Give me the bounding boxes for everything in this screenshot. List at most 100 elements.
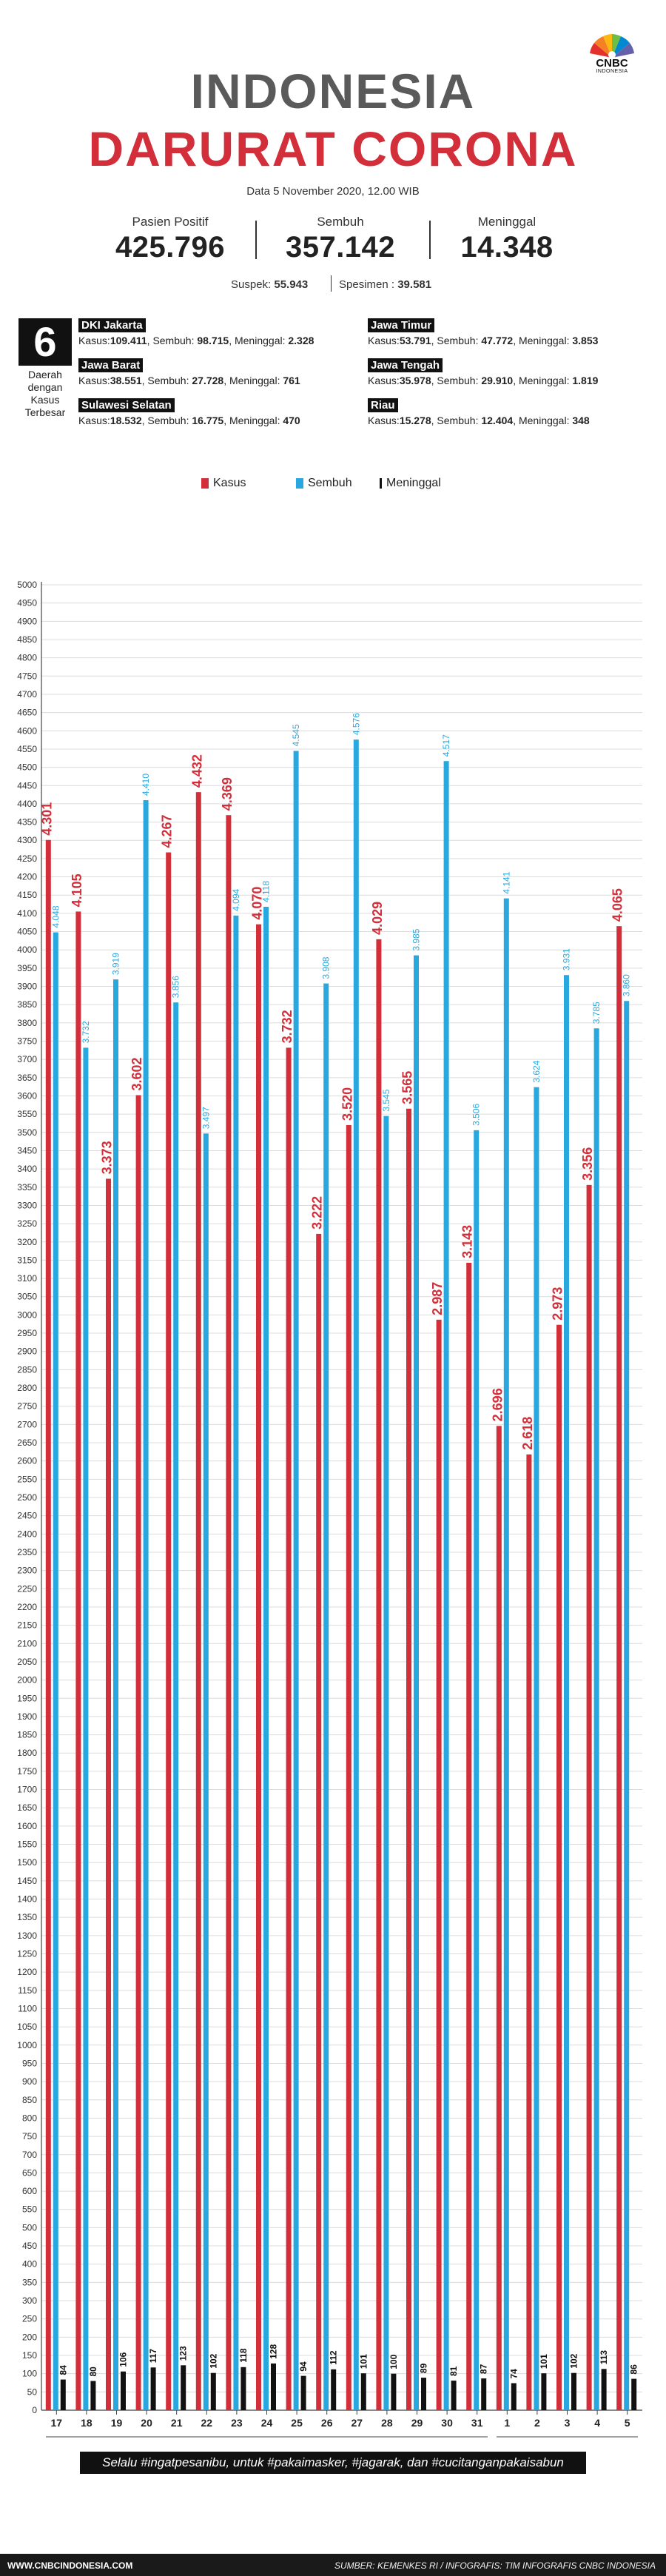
bar-kasus xyxy=(526,1454,532,2410)
region-item: Jawa Tengah Kasus:35.978, Sembuh: 29.910,… xyxy=(368,358,598,386)
brand-name: CNBC xyxy=(596,57,628,70)
y-tick-label: 4050 xyxy=(17,927,37,937)
x-tick-label: 23 xyxy=(231,2417,243,2429)
data-label-sembuh: 3.785 xyxy=(591,1002,602,1024)
y-tick-label: 4000 xyxy=(17,945,37,955)
bar-sembuh xyxy=(534,1087,539,2410)
y-tick-label: 1550 xyxy=(17,1839,37,1850)
y-tick-label: 1700 xyxy=(17,1785,37,1795)
y-tick-label: 1200 xyxy=(17,1967,37,1977)
bar-meninggal xyxy=(181,2365,186,2410)
bar-sembuh xyxy=(323,983,329,2410)
y-tick-label: 2200 xyxy=(17,1602,37,1612)
region-kasus: 38.551 xyxy=(110,375,142,386)
positive-value: 425.796 xyxy=(115,231,226,264)
bar-kasus xyxy=(496,1426,502,2410)
y-tick-label: 1800 xyxy=(17,1748,37,1758)
bar-sembuh xyxy=(293,751,299,2410)
data-label-kasus: 3.356 xyxy=(580,1147,595,1181)
y-tick-label: 50 xyxy=(27,2387,38,2397)
y-tick-label: 400 xyxy=(22,2259,37,2270)
data-label-sembuh: 3.908 xyxy=(321,956,332,979)
bar-sembuh xyxy=(564,975,569,2410)
sembuh-label: Sembuh: xyxy=(437,335,479,346)
suspect-value: 55.943 xyxy=(274,278,309,291)
bar-kasus xyxy=(75,911,81,2410)
bar-meninggal xyxy=(331,2369,337,2410)
y-tick-label: 4150 xyxy=(17,890,37,900)
bar-meninggal xyxy=(631,2378,637,2410)
data-label-meninggal: 123 xyxy=(178,2346,189,2361)
data-label-meninggal: 81 xyxy=(448,2366,459,2376)
bar-meninggal xyxy=(451,2381,457,2410)
y-tick-label: 1750 xyxy=(17,1766,37,1777)
y-tick-label: 1500 xyxy=(17,1857,37,1868)
y-tick-label: 150 xyxy=(22,2350,37,2361)
footer-bar xyxy=(0,2554,666,2576)
y-tick-label: 600 xyxy=(22,2186,37,2196)
x-tick-label: 22 xyxy=(201,2417,213,2429)
y-tick-label: 4900 xyxy=(17,616,37,626)
data-label-sembuh: 4.545 xyxy=(291,724,301,746)
y-tick-label: 5000 xyxy=(17,580,37,590)
region-meninggal: 1.819 xyxy=(572,375,599,386)
bar-kasus xyxy=(556,1324,562,2410)
region-item: Jawa Timur Kasus:53.791, Sembuh: 47.772, … xyxy=(368,318,598,346)
recovered-stat: Sembuh 357.142 xyxy=(266,215,414,264)
bar-sembuh xyxy=(233,915,239,2410)
bar-meninggal xyxy=(421,2378,426,2410)
legend-swatch-meninggal xyxy=(380,477,382,489)
y-tick-label: 1600 xyxy=(17,1821,37,1831)
x-tick-label: 25 xyxy=(291,2417,303,2429)
data-label-sembuh: 3.506 xyxy=(471,1103,482,1125)
data-label-sembuh: 3.732 xyxy=(81,1021,91,1043)
bar-kasus xyxy=(45,839,51,2410)
y-tick-label: 650 xyxy=(22,2167,37,2178)
region-kasus: 109.411 xyxy=(110,335,147,346)
bar-sembuh xyxy=(503,898,509,2410)
y-tick-label: 200 xyxy=(22,2332,37,2342)
data-label-meninggal: 84 xyxy=(58,2365,68,2375)
region-stats: Kasus:18.532, Sembuh: 16.775, Meninggal:… xyxy=(78,415,300,426)
data-label-kasus: 4.432 xyxy=(189,754,204,788)
y-tick-label: 2350 xyxy=(17,1547,37,1557)
data-label-meninggal: 112 xyxy=(329,2350,339,2365)
y-tick-label: 2300 xyxy=(17,1566,37,1576)
bar-sembuh xyxy=(173,1002,179,2410)
data-label-sembuh: 3.931 xyxy=(562,948,572,970)
bar-kasus xyxy=(376,939,382,2410)
meninggal-label: Meninggal: xyxy=(229,415,280,426)
bar-sembuh xyxy=(113,979,118,2410)
region-meninggal: 348 xyxy=(572,415,590,426)
region-stats: Kasus:109.411, Sembuh: 98.715, Meninggal… xyxy=(78,335,314,346)
y-tick-label: 4600 xyxy=(17,725,37,736)
bar-sembuh xyxy=(443,761,449,2410)
x-tick-label: 2 xyxy=(534,2417,540,2429)
slogan-banner: Selalu #ingatpesanibu, untuk #pakaimaske… xyxy=(80,2452,586,2474)
y-tick-label: 3850 xyxy=(17,999,37,1010)
suspect-line: Suspek: 55.943 xyxy=(231,278,308,291)
suspect-label: Suspek: xyxy=(231,278,272,291)
footer-source: SUMBER: KEMENKES RI / INFOGRAFIS: TIM IN… xyxy=(334,2560,656,2571)
data-label-kasus: 4.029 xyxy=(370,902,385,935)
title-line-2: DARURAT CORONA xyxy=(88,121,578,176)
y-tick-label: 750 xyxy=(22,2131,37,2141)
bar-meninggal xyxy=(240,2367,246,2410)
y-tick-label: 2700 xyxy=(17,1419,37,1429)
data-label-sembuh: 4.048 xyxy=(50,905,61,928)
y-tick-label: 2400 xyxy=(17,1529,37,1539)
region-meninggal: 2.328 xyxy=(288,335,314,346)
legend-meninggal: Meninggal xyxy=(380,477,441,490)
x-tick-label: 21 xyxy=(171,2417,183,2429)
data-label-kasus: 4.065 xyxy=(610,888,625,922)
data-label-meninggal: 89 xyxy=(419,2363,429,2373)
x-tick-label: 4 xyxy=(594,2417,600,2429)
y-tick-label: 450 xyxy=(22,2241,37,2251)
positive-label: Pasien Positif xyxy=(132,215,209,229)
y-tick-label: 1450 xyxy=(17,1876,37,1886)
y-tick-label: 4800 xyxy=(17,653,37,663)
region-name: Riau xyxy=(368,398,398,412)
bar-sembuh xyxy=(353,739,359,2411)
bar-kasus xyxy=(406,1108,411,2410)
region-kasus: 35.978 xyxy=(399,375,431,386)
